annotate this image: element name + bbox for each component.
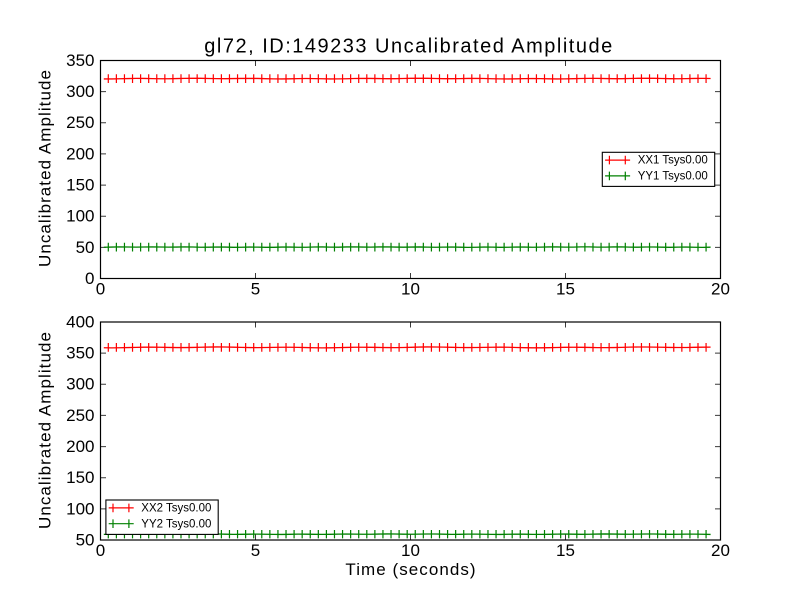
svg-text:5: 5 xyxy=(251,541,260,560)
svg-text:0: 0 xyxy=(96,280,105,299)
svg-text:50: 50 xyxy=(76,530,95,549)
svg-text:XX2 Tsys0.00: XX2 Tsys0.00 xyxy=(141,503,211,515)
svg-text:400: 400 xyxy=(66,312,94,331)
svg-text:350: 350 xyxy=(66,344,94,363)
svg-text:XX1 Tsys0.00: XX1 Tsys0.00 xyxy=(638,155,708,167)
svg-text:50: 50 xyxy=(76,238,95,257)
svg-text:YY1 Tsys0.00: YY1 Tsys0.00 xyxy=(638,171,708,183)
svg-text:200: 200 xyxy=(66,144,94,163)
svg-text:5: 5 xyxy=(251,280,260,299)
svg-text:150: 150 xyxy=(66,175,94,194)
svg-text:250: 250 xyxy=(66,113,94,132)
svg-text:250: 250 xyxy=(66,406,94,425)
svg-text:300: 300 xyxy=(66,375,94,394)
svg-text:15: 15 xyxy=(556,280,575,299)
svg-text:Uncalibrated Amplitude: Uncalibrated Amplitude xyxy=(36,69,55,267)
svg-text:20: 20 xyxy=(711,541,730,560)
svg-text:300: 300 xyxy=(66,82,94,101)
svg-text:10: 10 xyxy=(401,541,420,560)
svg-text:0: 0 xyxy=(96,541,105,560)
svg-text:20: 20 xyxy=(711,280,730,299)
svg-text:350: 350 xyxy=(66,51,94,70)
svg-text:10: 10 xyxy=(401,280,420,299)
svg-text:Uncalibrated Amplitude: Uncalibrated Amplitude xyxy=(36,331,55,529)
svg-text:100: 100 xyxy=(66,499,94,518)
svg-text:0: 0 xyxy=(85,269,94,288)
svg-text:150: 150 xyxy=(66,468,94,487)
svg-text:100: 100 xyxy=(66,207,94,226)
svg-text:15: 15 xyxy=(556,541,575,560)
svg-text:gl72, ID:149233 Uncalibrated A: gl72, ID:149233 Uncalibrated Amplitude xyxy=(204,35,613,57)
svg-text:YY2 Tsys0.00: YY2 Tsys0.00 xyxy=(141,518,211,530)
svg-text:200: 200 xyxy=(66,437,94,456)
svg-text:Time (seconds): Time (seconds) xyxy=(345,560,476,579)
